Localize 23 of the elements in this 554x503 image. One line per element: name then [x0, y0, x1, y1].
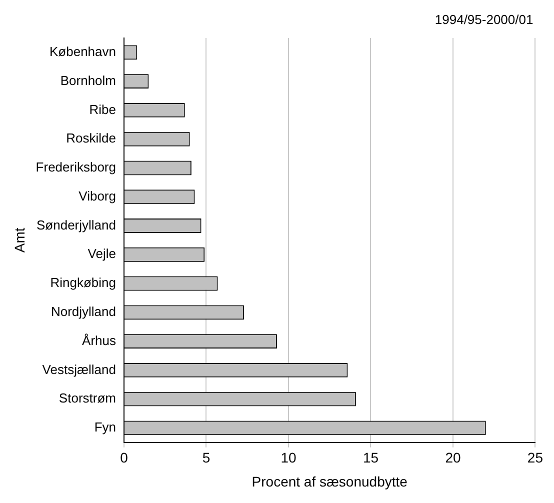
y-tick-label: Ringkøbing — [50, 275, 116, 290]
y-tick-label: Vestsjælland — [42, 362, 116, 377]
x-tick-label: 25 — [527, 450, 544, 466]
y-tick-label: Vejle — [88, 246, 116, 262]
y-tick-label: Frederiksborg — [36, 160, 116, 175]
x-tick-label: 5 — [202, 450, 210, 466]
text: 1994/95-2000/01 — [434, 12, 534, 28]
y-tick-label: Storstrøm — [58, 390, 116, 406]
y-tick-label: Fyn — [94, 420, 116, 435]
x-tick-label: 0 — [120, 450, 128, 466]
y-tick-label: Bornholm — [60, 72, 116, 88]
x-axis-title: Procent af sæsonudbytte — [252, 473, 408, 490]
y-tick-label: Roskilde — [66, 130, 116, 146]
x-tick-label: 10 — [280, 450, 296, 466]
y-tick-label: Århus — [82, 332, 116, 348]
x-tick-label: 20 — [445, 450, 461, 466]
y-tick-label: Ribe — [89, 102, 116, 117]
y-tick-label: Sønderjylland — [36, 217, 116, 232]
y-tick-label: Viborg — [78, 188, 116, 204]
y-tick-label: København — [49, 44, 116, 60]
y-tick-label: Nordjylland — [50, 304, 116, 319]
x-tick-label: 15 — [362, 450, 379, 466]
y-axis-title: Amt — [11, 228, 28, 253]
